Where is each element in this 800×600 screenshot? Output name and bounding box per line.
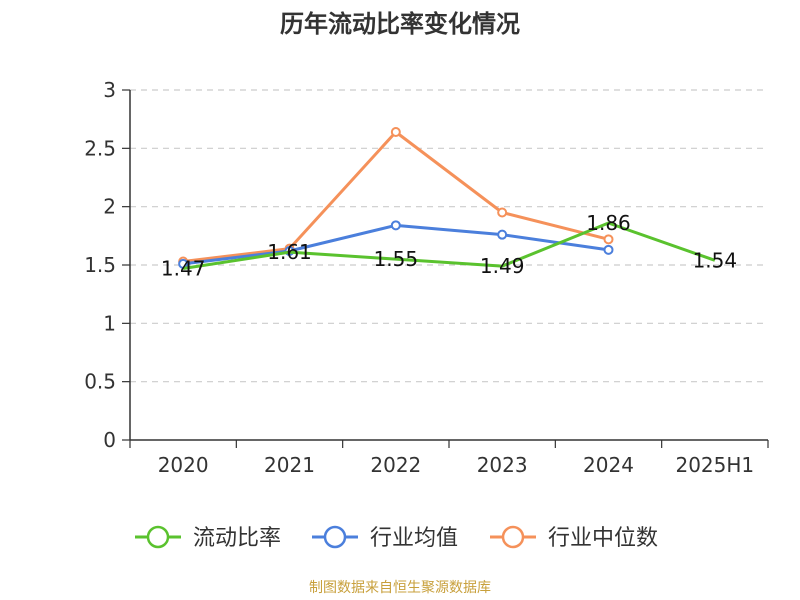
y-tick-label: 3: [103, 78, 116, 102]
legend-swatch-marker: [146, 525, 170, 549]
data-label: 1.49: [480, 254, 525, 278]
legend-swatch-marker: [323, 525, 347, 549]
data-point: [390, 127, 401, 137]
data-label: 1.54: [693, 248, 738, 272]
x-tick-label: 2021: [264, 453, 315, 477]
x-tick-label: 2020: [158, 453, 209, 477]
legend-label: 流动比率: [193, 526, 281, 551]
legend-label: 行业均值: [370, 526, 458, 551]
y-tick-label: 1.5: [84, 253, 116, 277]
y-tick-label: 0: [103, 428, 116, 452]
x-tick-label: 2025H1: [675, 453, 754, 477]
data-label: 1.55: [374, 247, 419, 271]
data-point: [603, 234, 614, 245]
x-tick-label: 2023: [477, 453, 528, 477]
data-label: 1.61: [267, 240, 312, 264]
data-label: 1.47: [161, 257, 206, 281]
legend-swatch-marker: [501, 525, 525, 549]
y-tick-label: 0.5: [84, 370, 116, 394]
legend-label: 行业中位数: [548, 526, 658, 551]
x-tick-label: 2024: [583, 453, 634, 477]
series-line-1: [182, 221, 716, 270]
data-point: [390, 220, 401, 231]
y-tick-label: 2: [103, 195, 116, 219]
data-point: [497, 207, 508, 218]
chart-title: 历年流动比率变化情况: [280, 10, 520, 38]
source-note: 制图数据来自恒生聚源数据库: [309, 580, 491, 596]
data-point: [497, 229, 508, 240]
x-tick-label: 2022: [370, 453, 421, 477]
y-tick-label: 1: [103, 311, 116, 335]
data-point: [603, 244, 614, 255]
y-tick-label: 2.5: [84, 136, 116, 160]
data-label: 1.86: [586, 211, 631, 235]
